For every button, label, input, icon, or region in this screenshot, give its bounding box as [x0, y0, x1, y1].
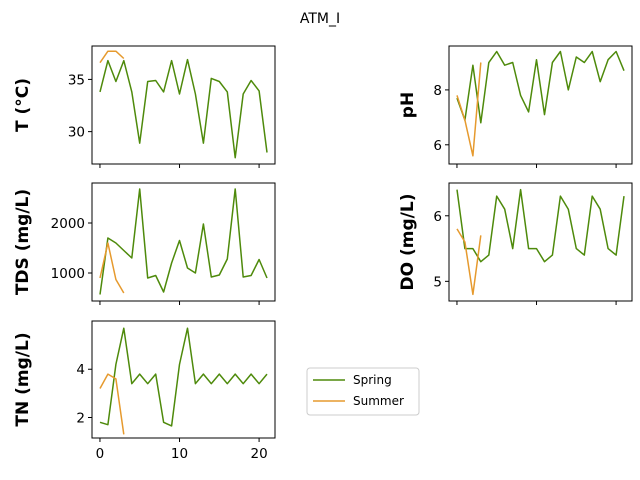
y-tick-label: 2000 — [51, 216, 85, 232]
panel-tds: 1000 2000 TDS (mg/L) — [13, 182, 276, 305]
axes-frame — [448, 45, 633, 165]
y-tick-label: 6 — [433, 209, 442, 225]
y-axis-label: T (°C) — [13, 78, 33, 132]
legend-label-spring: Spring — [353, 373, 392, 387]
x-tick-label: 10 — [171, 446, 188, 462]
series-line-spring — [99, 327, 268, 427]
panel-tn: 0 10 20 2 4 TN (mg/L) — [13, 320, 276, 462]
y-axis-label: TDS (mg/L) — [13, 189, 33, 295]
figure-title: ATM_I — [300, 11, 340, 27]
series-line-summer — [99, 242, 125, 294]
axes-frame — [91, 182, 276, 302]
y-tick-label: 30 — [68, 125, 85, 141]
panel-ph: 6 8 pH — [398, 45, 633, 168]
series-line-summer — [456, 62, 482, 157]
series-line-summer — [99, 373, 125, 435]
axes-frame — [448, 182, 633, 302]
series-line-summer — [99, 50, 125, 64]
y-tick-label: 1000 — [51, 266, 85, 282]
series-line-spring — [456, 188, 625, 263]
y-tick-label: 5 — [433, 274, 442, 290]
y-tick-label: 35 — [68, 72, 85, 88]
y-tick-label: 2 — [76, 410, 85, 426]
series-line-summer — [456, 228, 482, 296]
series-line-spring — [456, 50, 625, 124]
x-tick-label: 20 — [250, 446, 267, 462]
series-line-spring — [99, 58, 268, 159]
legend-label-summer: Summer — [353, 394, 404, 408]
y-axis-label: DO (mg/L) — [398, 194, 418, 291]
x-tick-label: 0 — [96, 446, 105, 462]
panel-t: 30 35 T (°C) — [13, 45, 276, 168]
panel-do: 5 6 DO (mg/L) — [398, 182, 633, 305]
y-axis-label: TN (mg/L) — [13, 332, 33, 426]
axes-frame — [91, 45, 276, 165]
y-tick-label: 6 — [433, 138, 442, 154]
subplot-grid: 30 35 T (°C) 6 8 pH 1000 2000 TDS (mg/L) 5 6 DO (mg… — [13, 45, 633, 462]
axes-frame — [91, 320, 276, 439]
y-tick-label: 4 — [76, 362, 85, 378]
y-tick-label: 8 — [433, 83, 442, 99]
y-axis-label: pH — [398, 92, 418, 118]
legend: Spring Summer — [306, 367, 420, 416]
series-line-spring — [99, 188, 268, 295]
